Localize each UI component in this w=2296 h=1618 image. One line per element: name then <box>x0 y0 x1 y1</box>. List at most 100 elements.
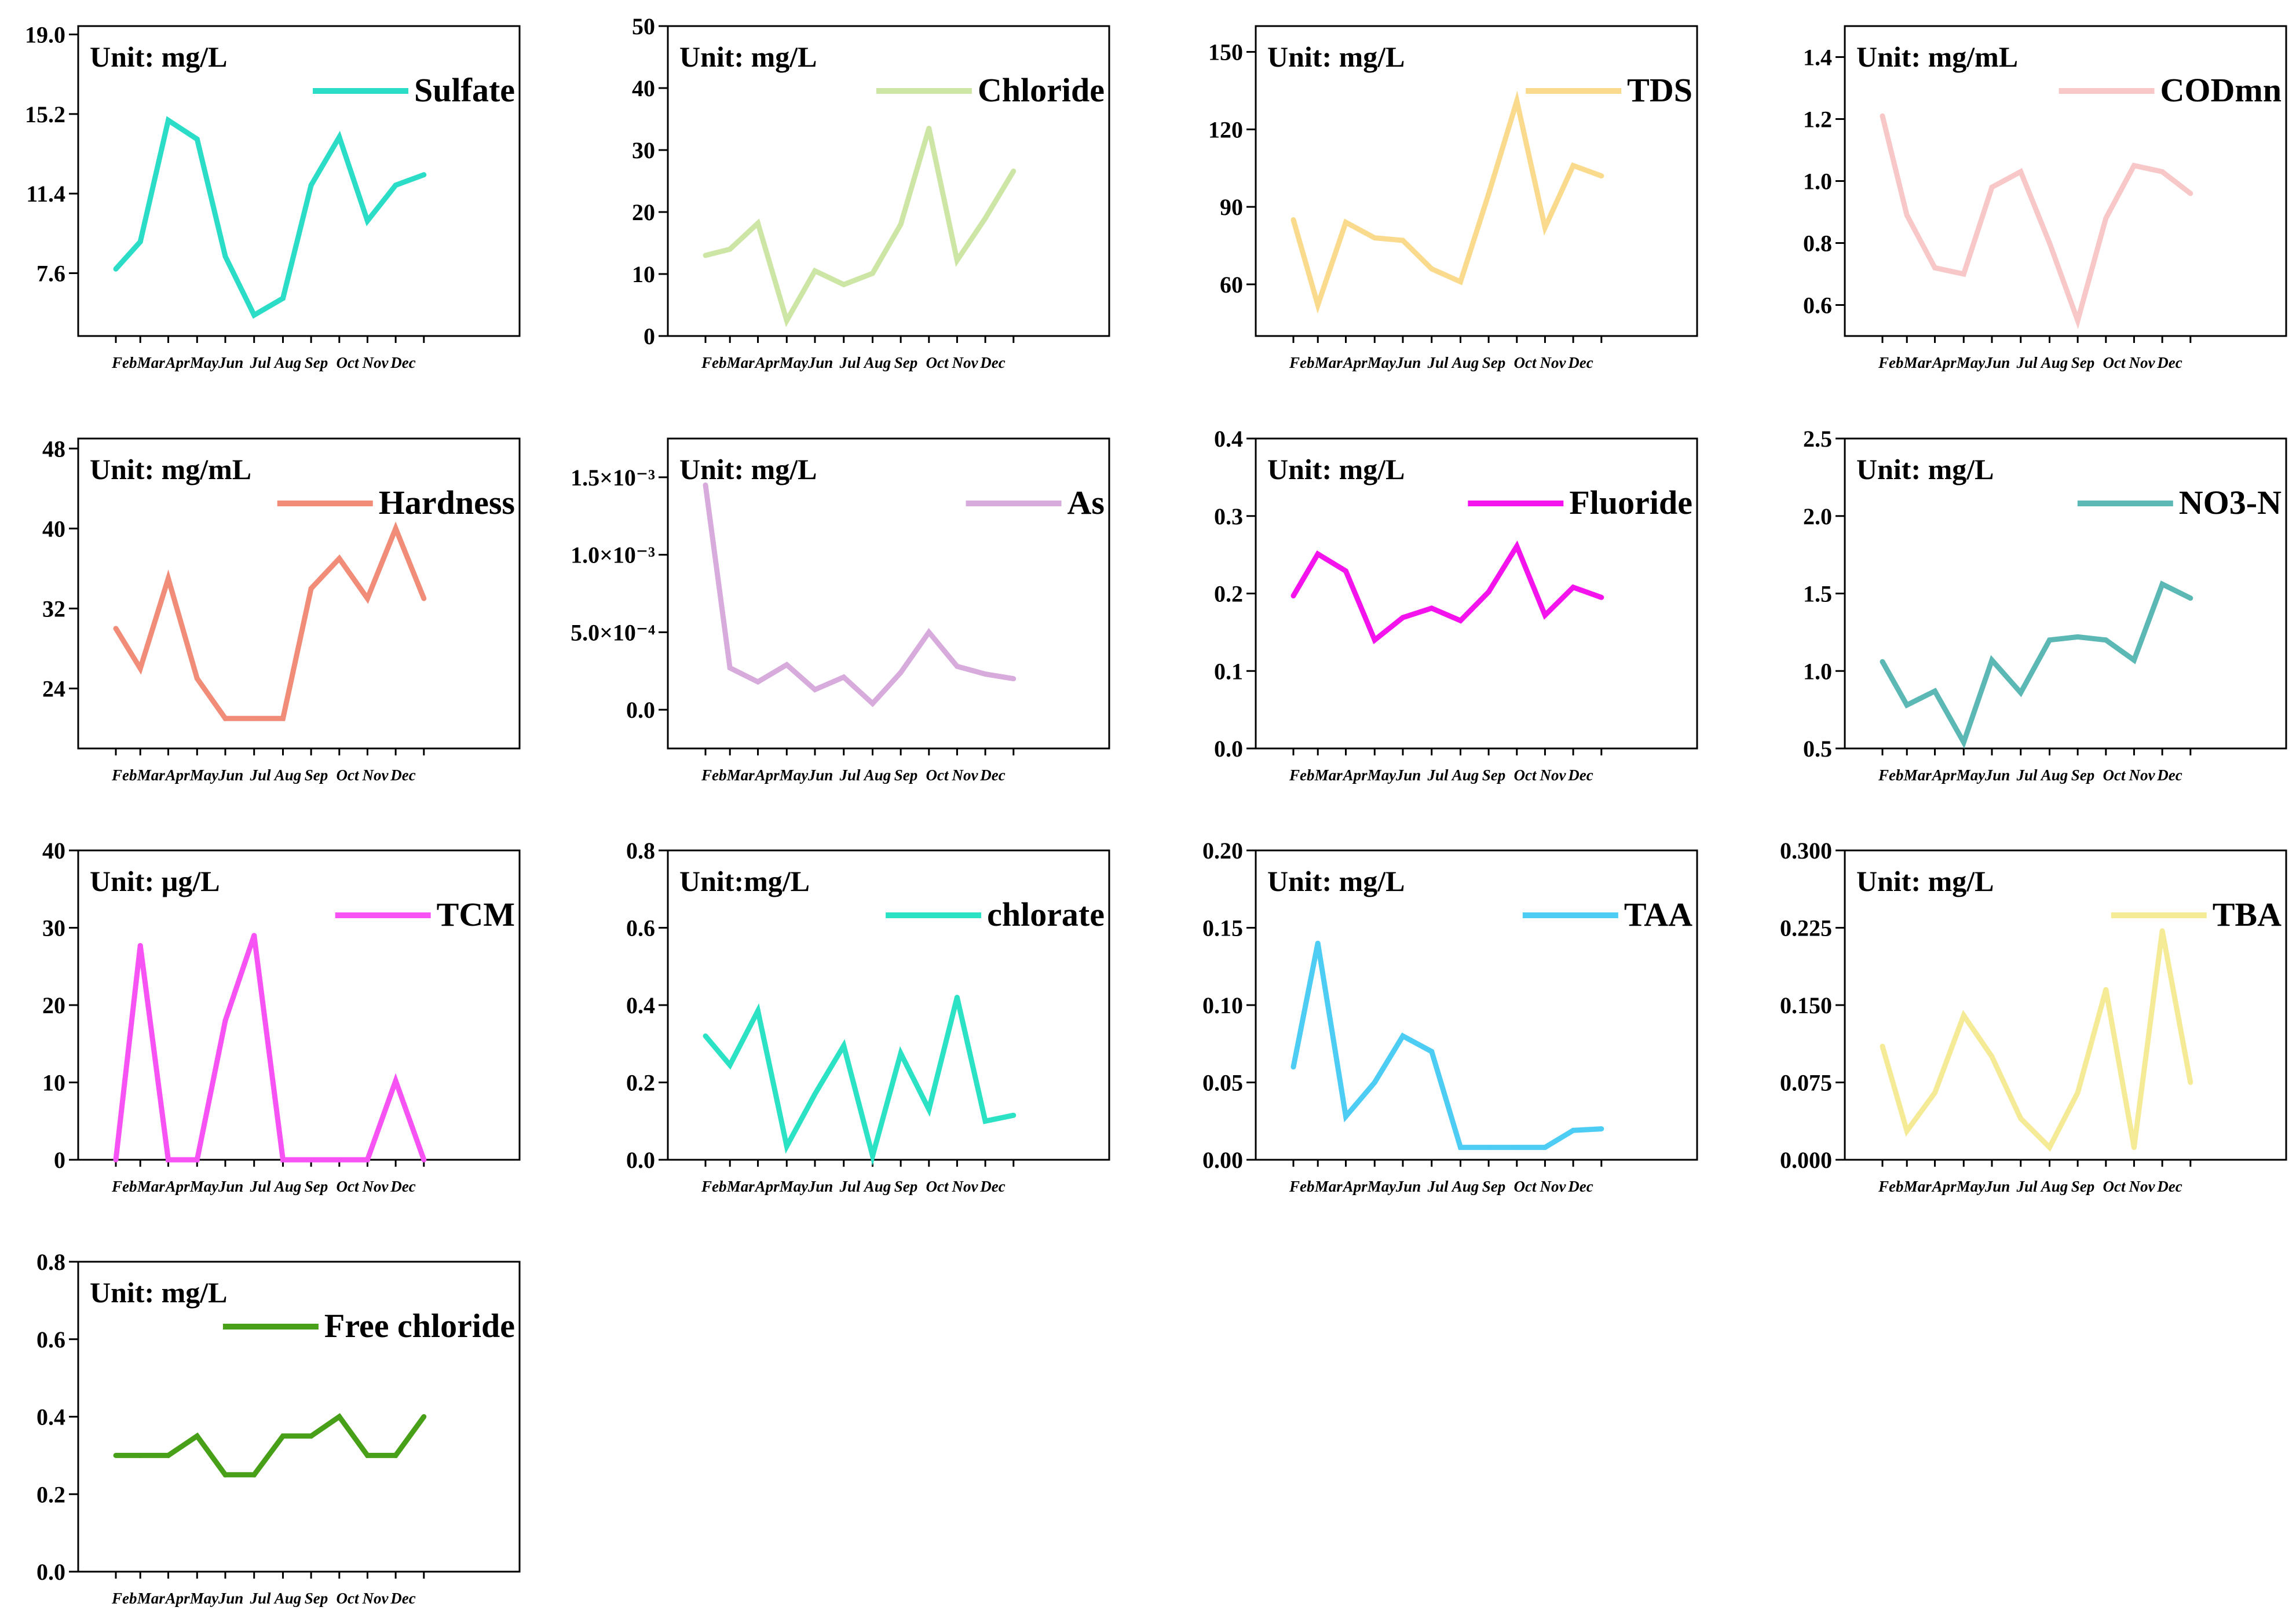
data-point <box>727 1062 733 1068</box>
data-point <box>841 1043 847 1049</box>
plot-frame <box>667 437 1110 750</box>
data-point <box>2018 169 2024 174</box>
data-point <box>251 933 257 938</box>
x-tick-label: Nov <box>1539 766 1566 784</box>
legend-label: Chloride <box>978 71 1105 109</box>
x-tick-label: Jun <box>1395 1178 1421 1195</box>
data-point <box>1315 940 1321 946</box>
y-tick-label: 0.0 <box>1214 736 1243 762</box>
y-tick-label: 0.4 <box>626 992 655 1018</box>
data-point <box>1599 594 1604 600</box>
y-tick-label: 0.1 <box>1214 658 1243 684</box>
x-tick-label: Feb <box>1289 766 1315 784</box>
chart-panel-taa: 0.00 0.05 0.10 0.15 0.20 Feb Mar Apr May Jun Jul Au… <box>1202 838 1698 1195</box>
x-tick-label: Nov <box>1539 1178 1566 1195</box>
data-point <box>222 254 228 260</box>
unit-label: Unit: mg/L <box>679 41 817 73</box>
data-point <box>1514 98 1520 104</box>
data-point <box>1570 163 1576 169</box>
x-tick-label: Nov <box>951 766 978 784</box>
x-tick-label: Sep <box>1482 766 1506 784</box>
x-tick-label: Mar <box>137 766 166 784</box>
y-tick-label: 1.5×10⁻³ <box>571 465 655 491</box>
data-point <box>2046 637 2052 643</box>
legend-label: As <box>1067 484 1105 521</box>
data-point <box>727 665 733 671</box>
data-point <box>954 663 960 669</box>
data-point <box>2103 987 2109 992</box>
y-tick-label: 0.8 <box>1803 231 1832 257</box>
data-point <box>1400 1033 1406 1039</box>
data-point <box>1932 265 1938 271</box>
x-tick-label: Apr <box>754 766 780 784</box>
y-tick-label: 0.2 <box>36 1481 65 1507</box>
series-line-tds <box>1290 90 1603 314</box>
data-point <box>954 257 960 263</box>
data-point <box>1011 676 1017 682</box>
y-tick-label: 2.0 <box>1803 503 1832 529</box>
x-tick-label: Jul <box>249 766 271 784</box>
data-point <box>421 1414 427 1419</box>
data-point <box>1961 739 1966 745</box>
y-tick-label: 40 <box>632 75 655 101</box>
legend-label: NO3-N <box>2179 484 2282 521</box>
y-tick-label: 0.20 <box>1202 838 1243 864</box>
x-tick-label: Dec <box>1567 354 1593 371</box>
x-tick-label: Jul <box>2016 766 2038 784</box>
y-tick-label: 1.0 <box>1803 169 1832 195</box>
data-point <box>755 1008 761 1014</box>
plot-frame <box>1255 25 1698 337</box>
y-tick-label: 0.8 <box>36 1249 65 1275</box>
data-point <box>280 1157 286 1163</box>
x-tick-label: Dec <box>979 354 1005 371</box>
x-tick-label: May <box>1956 354 1986 371</box>
x-tick-label: Apr <box>164 766 191 784</box>
data-point <box>2159 169 2165 174</box>
series-line-tba <box>1880 930 2193 1152</box>
data-point <box>421 172 427 178</box>
x-tick-label: Aug <box>863 354 891 371</box>
data-point <box>2188 1080 2193 1085</box>
data-point <box>1290 1064 1296 1070</box>
chart-panel-sulfate: 7.6 11.4 15.2 19.0 Feb Mar Apr May Jun Jul Aug Sep O… <box>25 21 521 371</box>
x-tick-label: Jun <box>1395 766 1421 784</box>
x-tick-label: May <box>779 1178 809 1195</box>
chart-panel-chloride: 0 10 20 30 40 50 Feb Mar Apr May Jun Jul Aug Sep Oct No… <box>632 13 1110 371</box>
data-point <box>337 134 342 140</box>
x-tick-label: Oct <box>2103 766 2126 784</box>
data-point <box>2103 637 2109 643</box>
x-tick-label: Oct <box>1513 1178 1537 1195</box>
x-tick-label: Feb <box>1289 354 1315 371</box>
data-point <box>1400 615 1406 620</box>
x-tick-label: May <box>1367 354 1397 371</box>
data-point <box>954 995 960 1000</box>
data-point <box>2159 581 2165 587</box>
data-point <box>280 1433 286 1439</box>
x-tick-label: Dec <box>1567 1178 1593 1195</box>
data-point <box>337 1414 342 1419</box>
y-tick-label: 48 <box>42 436 65 462</box>
data-point <box>1880 659 1885 664</box>
x-tick-label: Aug <box>1451 1178 1479 1195</box>
data-point <box>137 943 143 948</box>
x-tick-label: Apr <box>164 1178 191 1195</box>
data-point <box>1372 637 1377 643</box>
data-point <box>1290 217 1296 222</box>
x-tick-label: Mar <box>137 1178 166 1195</box>
x-tick-label: Aug <box>273 354 302 371</box>
data-point <box>869 1153 875 1159</box>
data-point <box>1542 225 1548 231</box>
series-line-codmn <box>1880 115 2192 330</box>
chart-panel-tds: 60 90 120 150 Feb Mar Apr May Jun Jul Aug Sep Oct Nov… <box>1208 25 1698 371</box>
y-tick-label: 1.0 <box>1803 658 1832 684</box>
data-point <box>1372 1080 1377 1085</box>
x-tick-label: Jul <box>839 1178 861 1195</box>
data-point <box>2159 928 2165 934</box>
data-point <box>869 271 875 276</box>
data-point <box>222 715 228 721</box>
x-tick-label: Aug <box>2040 1178 2068 1195</box>
data-point <box>1989 184 1995 190</box>
y-tick-label: 2.5 <box>1803 426 1832 452</box>
x-tick-label: Nov <box>2128 766 2155 784</box>
y-tick-label: 0.6 <box>36 1327 65 1353</box>
